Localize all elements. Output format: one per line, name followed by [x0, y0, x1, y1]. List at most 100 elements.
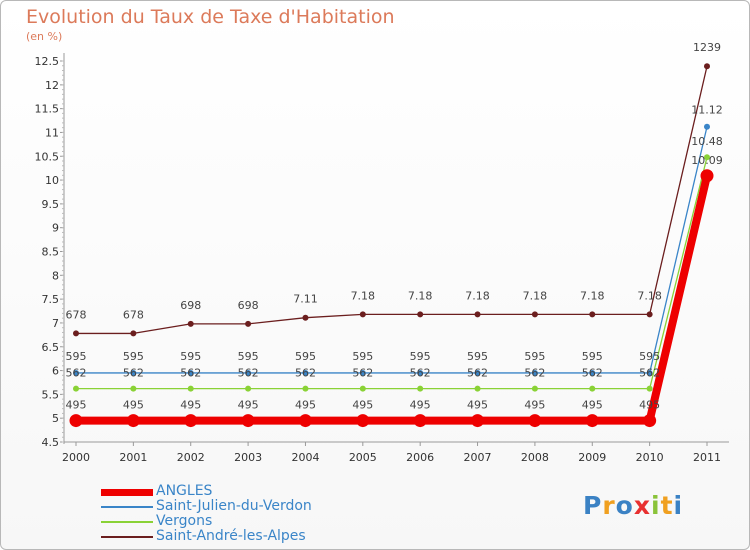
data-point: [73, 330, 79, 337]
data-label: 595: [467, 350, 488, 363]
y-tick-label: 10: [45, 174, 59, 187]
x-tick-label: 2005: [349, 451, 377, 464]
data-label: 495: [582, 399, 603, 412]
data-label: 495: [123, 399, 144, 412]
y-tick-label: 12: [45, 79, 59, 92]
data-point: [359, 369, 366, 376]
logo-letter: P: [583, 491, 603, 520]
x-tick-label: 2010: [636, 451, 664, 464]
data-point: [589, 311, 596, 318]
data-point: [241, 414, 255, 428]
data-point: [130, 330, 137, 337]
x-tick-label: 2002: [177, 451, 205, 464]
y-tick-label: 12.5: [35, 55, 60, 68]
data-label: 495: [295, 399, 316, 412]
data-label: 698: [180, 299, 201, 312]
y-tick-label: 10.5: [35, 150, 60, 163]
data-point: [245, 320, 252, 327]
logo-letter: r: [602, 491, 616, 520]
x-tick-label: 2007: [464, 451, 492, 464]
data-point: [302, 369, 309, 376]
data-point: [245, 369, 252, 376]
data-label: 562: [524, 367, 545, 380]
proxiti-logo: Proxiti: [583, 491, 683, 520]
x-tick-label: 2003: [234, 451, 262, 464]
data-point: [643, 414, 657, 428]
legend-label: Saint-André-les-Alpes: [156, 528, 306, 544]
data-label: 678: [123, 308, 144, 321]
data-point: [184, 414, 198, 428]
data-point: [245, 385, 252, 392]
data-label: 595: [123, 350, 144, 363]
data-label: 495: [66, 399, 87, 412]
legend-label: ANGLES: [156, 483, 213, 499]
data-point: [417, 311, 424, 318]
data-label: 7.18: [408, 289, 433, 302]
x-tick-label: 2006: [406, 451, 434, 464]
data-point: [646, 385, 653, 392]
y-tick-label: 8.5: [42, 246, 60, 259]
y-tick-label: 9.5: [42, 198, 60, 211]
data-point: [528, 414, 542, 428]
legend-item: Saint-André-les-Alpes: [101, 529, 361, 544]
legend-label: Saint-Julien-du-Verdon: [156, 498, 312, 514]
data-point: [531, 369, 538, 376]
chart-subtitle: (en %): [26, 30, 63, 43]
y-tick-label: 5.5: [42, 388, 60, 401]
data-label: 7.18: [351, 289, 376, 302]
y-tick-label: 9: [52, 222, 59, 235]
y-tick-label: 11: [45, 126, 59, 139]
x-tick-label: 2011: [693, 451, 721, 464]
data-point: [474, 311, 481, 318]
legend-swatch: [101, 536, 153, 538]
data-label: 678: [66, 308, 87, 321]
data-label: 7.18: [637, 289, 662, 302]
data-point: [359, 311, 366, 318]
logo-letter: i: [651, 491, 661, 520]
data-point: [298, 414, 312, 428]
data-point: [417, 385, 424, 392]
chart-title: Evolution du Taux de Taxe d'Habitation: [26, 6, 395, 28]
legend-swatch: [101, 521, 153, 523]
logo-letter: t: [660, 491, 674, 520]
data-label: 495: [180, 399, 201, 412]
legend-swatch: [101, 488, 153, 496]
data-label: 562: [295, 367, 316, 380]
y-tick-label: 4.5: [42, 436, 60, 449]
logo-letter: x: [633, 491, 651, 520]
data-point: [704, 154, 710, 161]
data-label: 495: [352, 399, 373, 412]
data-label: 595: [238, 350, 259, 363]
data-point: [413, 414, 427, 428]
x-tick-label: 2000: [62, 451, 90, 464]
chart-legend: ANGLES Saint-Julien-du-Verdon Vergons Saint…: [101, 484, 361, 544]
logo-letter: o: [615, 491, 634, 520]
series-line-0: [76, 174, 711, 425]
data-point: [187, 385, 194, 392]
y-tick-label: 7.5: [42, 293, 60, 306]
data-label: 595: [524, 350, 545, 363]
data-point: [417, 369, 424, 376]
data-label: 7.18: [580, 289, 605, 302]
data-label: 10.48: [691, 135, 723, 148]
data-label: 562: [180, 367, 201, 380]
data-label: 595: [295, 350, 316, 363]
data-label: 562: [639, 367, 660, 380]
x-tick-label: 2009: [578, 451, 606, 464]
y-tick-label: 11.5: [35, 103, 60, 116]
data-label: 562: [123, 367, 144, 380]
data-label: 7.18: [465, 289, 490, 302]
data-label: 562: [467, 367, 488, 380]
data-point: [700, 169, 714, 183]
data-label: 495: [238, 399, 259, 412]
legend-swatch: [101, 506, 153, 508]
data-label: 698: [238, 299, 259, 312]
x-tick-label: 2004: [291, 451, 319, 464]
series-line-3: [76, 66, 708, 335]
data-label: 1239: [693, 41, 721, 54]
series-line-2: [76, 157, 708, 390]
y-tick-label: 8: [52, 269, 59, 282]
data-point: [471, 414, 485, 428]
